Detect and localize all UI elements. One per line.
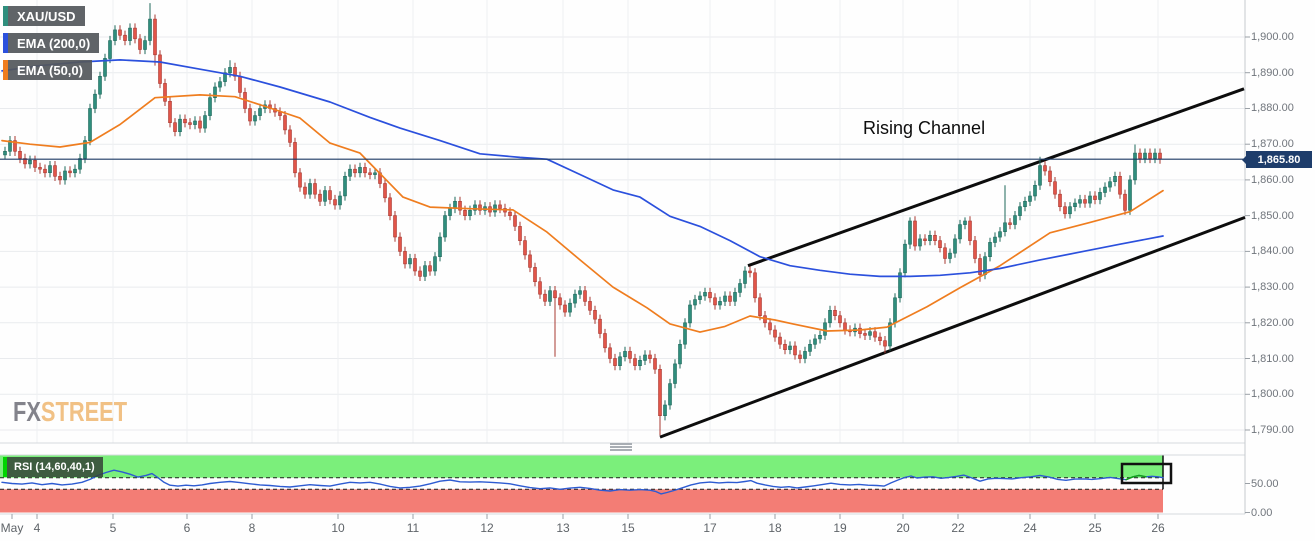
- ema200-label: EMA (200,0): [17, 35, 91, 51]
- pane-resize-handle-icon[interactable]: [610, 446, 632, 448]
- watermark-fx: FX: [13, 396, 41, 427]
- watermark-street: STREET: [40, 396, 128, 427]
- rsi-color-bar: [3, 457, 7, 477]
- legend-symbol[interactable]: XAU/USD: [3, 6, 85, 26]
- current-price-value: 1,865.80: [1257, 153, 1301, 166]
- current-price-badge: 1,865.80: [1242, 151, 1312, 168]
- symbol-label: XAU/USD: [17, 8, 76, 24]
- rsi-indicator-legend[interactable]: RSI (14,60,40,1): [3, 457, 103, 477]
- legend-ema50[interactable]: EMA (50,0): [3, 60, 92, 80]
- rsi-label-text: RSI (14,60,40,1): [14, 461, 95, 473]
- ema50-label: EMA (50,0): [17, 62, 83, 78]
- legend-ema200[interactable]: EMA (200,0): [3, 33, 100, 53]
- fxstreet-watermark: FXSTREET: [13, 396, 127, 428]
- ema50-color-bar: [3, 60, 8, 80]
- symbol-color-bar: [3, 6, 8, 26]
- ema200-color-bar: [3, 33, 8, 53]
- rising-channel-annotation: Rising Channel: [863, 118, 986, 138]
